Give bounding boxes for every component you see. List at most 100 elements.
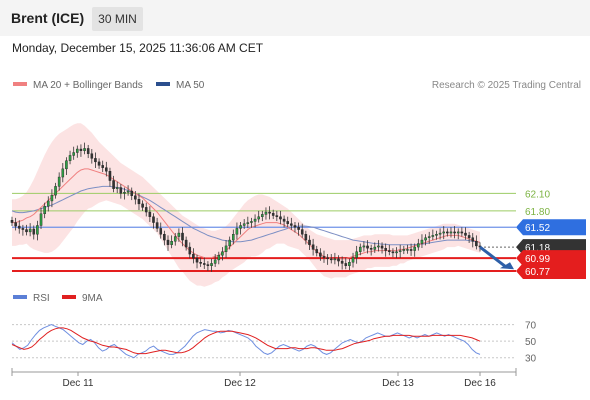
candle-up xyxy=(83,148,86,151)
candle-up xyxy=(358,246,362,252)
ma50-line xyxy=(11,185,481,246)
legend-ma50-swatch xyxy=(156,82,170,87)
candle-up xyxy=(65,160,68,170)
candle-down xyxy=(148,211,152,217)
candle-down xyxy=(275,215,279,217)
candle-up xyxy=(28,228,32,233)
candle-down xyxy=(340,260,344,264)
legend-ma50: MA 50 xyxy=(156,80,204,91)
candle-down xyxy=(137,199,141,205)
candle-down xyxy=(290,223,293,226)
bollinger-band-fill xyxy=(12,123,480,287)
candle-down xyxy=(391,251,395,254)
candle-down xyxy=(202,263,206,265)
candle-up xyxy=(431,235,435,237)
candle-down xyxy=(471,237,475,242)
chart-datetime: Monday, December 15, 2025 11:36:06 AM CE… xyxy=(12,41,264,55)
candle-down xyxy=(14,222,17,227)
candle-up xyxy=(177,232,181,237)
chart-header: Brent (ICE) 30 MIN xyxy=(0,0,590,36)
candle-up xyxy=(449,231,453,234)
level-price-label-2: 61.52 xyxy=(525,223,550,234)
candle-down xyxy=(144,207,148,213)
candle-down xyxy=(271,213,275,216)
legend-9ma-swatch xyxy=(62,295,76,300)
candle-down xyxy=(337,258,340,262)
candle-down xyxy=(86,148,90,154)
candle-down xyxy=(329,258,333,261)
candle-down xyxy=(206,264,210,266)
candle-up xyxy=(61,168,65,178)
legend-9ma-label: 9MA xyxy=(82,293,103,304)
candle-down xyxy=(94,158,97,163)
candle-up xyxy=(173,236,177,242)
candle-up xyxy=(54,186,57,196)
candle-up xyxy=(123,192,126,194)
rsi-tick-label-1: 50 xyxy=(525,337,537,348)
candle-down xyxy=(286,221,290,224)
candle-down xyxy=(90,153,94,159)
candle-down xyxy=(97,161,101,166)
candle-down xyxy=(369,248,373,250)
candle-down xyxy=(152,216,155,223)
legend-ma20-bb: MA 20 + Bollinger Bands xyxy=(13,80,143,91)
candle-down xyxy=(297,227,300,230)
legend-ma20-swatch xyxy=(13,82,27,87)
candle-down xyxy=(163,234,166,241)
candle-up xyxy=(402,249,406,251)
candle-up xyxy=(228,239,231,247)
candle-up xyxy=(210,263,213,266)
rsi-line xyxy=(11,324,481,359)
candle-down xyxy=(311,244,315,250)
candle-up xyxy=(43,206,46,215)
candle-down xyxy=(304,234,308,241)
candle-down xyxy=(344,263,348,266)
candle-down xyxy=(384,248,387,251)
candle-down xyxy=(159,228,163,235)
candle-up xyxy=(333,258,337,261)
candle-up xyxy=(76,148,79,153)
level-price-label-0: 62.10 xyxy=(525,189,550,200)
level-price-label-4: 60.99 xyxy=(525,254,550,265)
ma20-line xyxy=(12,168,481,260)
candle-up xyxy=(413,246,416,251)
candle-up xyxy=(232,234,235,241)
candle-down xyxy=(32,228,36,235)
x-tick-label-1: Dec 12 xyxy=(224,378,256,389)
candle-up xyxy=(224,245,228,252)
candle-up xyxy=(46,200,50,207)
candle-down xyxy=(105,167,108,172)
legend-ma50-label: MA 50 xyxy=(176,80,205,91)
candle-down xyxy=(453,231,456,234)
candle-up xyxy=(246,222,250,224)
copyright-notice: Research © 2025 Trading Central xyxy=(431,80,581,91)
timeframe-button[interactable]: 30 MIN xyxy=(92,7,143,31)
candle-down xyxy=(130,190,134,196)
projection-arrow-head xyxy=(500,262,514,270)
candle-down xyxy=(141,203,144,208)
candle-up xyxy=(36,225,39,235)
candle-up xyxy=(395,251,398,254)
candle-up xyxy=(115,187,119,189)
candle-up xyxy=(427,236,431,238)
level-price-label-5: 60.77 xyxy=(525,267,550,278)
x-tick-label-3: Dec 16 xyxy=(464,378,496,389)
candle-up xyxy=(242,223,246,226)
candle-down xyxy=(21,228,25,230)
candle-down xyxy=(460,231,464,234)
candle-down xyxy=(380,245,384,249)
candle-up xyxy=(348,262,351,266)
candle-down xyxy=(17,225,21,229)
candle-up xyxy=(398,250,402,252)
candle-down xyxy=(315,249,319,254)
candle-up xyxy=(253,218,257,222)
rsi-tick-label-2: 30 xyxy=(525,354,537,365)
candle-down xyxy=(195,257,199,263)
legend-rsi-label: RSI xyxy=(33,293,50,304)
candle-down xyxy=(308,239,311,245)
candle-up xyxy=(264,211,268,215)
candle-down xyxy=(166,239,170,245)
candle-down xyxy=(279,216,282,220)
